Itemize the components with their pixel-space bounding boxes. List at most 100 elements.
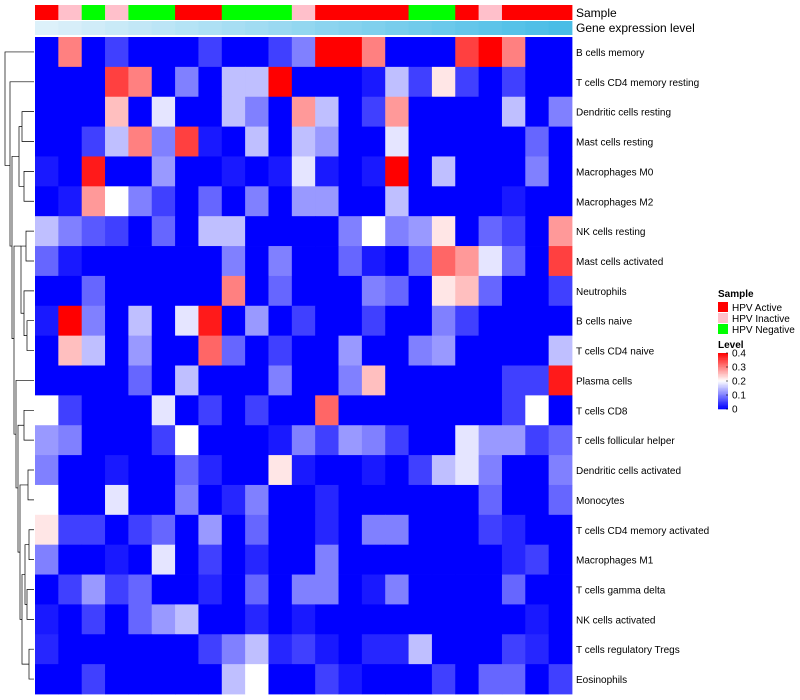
level-colorbar-step-20 (718, 379, 728, 382)
level-tick-label-4: 0.1 (732, 391, 746, 402)
heatmap-cell-b-cells-memory-22 (525, 37, 550, 68)
heatmap-cell-t-cells-cd8-23 (548, 395, 573, 426)
heatmap-cell-macrophages-m1-3 (81, 544, 106, 575)
heatmap-cell-macrophages-m0-20 (478, 156, 503, 187)
heatmap-cell-b-cells-naive-6 (151, 305, 176, 337)
heatmap-cell-t-cells-gamma-delta-10 (245, 574, 269, 605)
heatmap-cell-macrophages-m1-7 (175, 544, 199, 575)
heatmap-cell-t-cells-cd4-memory-activated-19 (455, 514, 480, 546)
heatmap-cell-dendritic-cells-activated-2 (58, 455, 83, 486)
heatmap-cell-t-cells-gamma-delta-8 (198, 574, 223, 605)
heatmap-cell-t-cells-cd8-16 (385, 395, 409, 426)
heatmap-cell-dendritic-cells-activated-4 (105, 455, 129, 486)
level-colorbar-step-3 (718, 355, 728, 358)
heatmap-cell-t-cells-cd8-15 (361, 395, 386, 426)
heatmap-cell-t-cells-cd4-memory-activated-15 (361, 514, 386, 546)
heatmap-cell-t-cells-follicular-helper-17 (408, 425, 433, 456)
heatmap-cell-t-cells-follicular-helper-16 (385, 425, 409, 456)
heatmap-cell-plasma-cells-19 (455, 365, 480, 396)
heatmap-cell-macrophages-m1-20 (478, 544, 503, 575)
heatmap-cell-nk-cells-activated-13 (315, 604, 339, 635)
heatmap-cell-t-cells-cd8-6 (151, 395, 176, 426)
heatmap-cell-plasma-cells-6 (151, 365, 176, 396)
heatmap-cell-nk-cells-activated-20 (478, 604, 503, 635)
heatmap-cell-mast-cells-activated-15 (361, 246, 386, 277)
row-label-t-cells-gamma-delta: T cells gamma delta (576, 585, 666, 596)
gene-expression-annotation-cell-2 (58, 21, 83, 35)
heatmap-cell-dendritic-cells-resting-6 (151, 96, 176, 127)
heatmap-cell-neutrophils-17 (408, 275, 433, 307)
heatmap-cells (35, 37, 573, 695)
sample-annotation-cell-13 (315, 5, 339, 20)
heatmap-cell-nk-cells-resting-6 (151, 216, 176, 247)
heatmap-cell-neutrophils-9 (221, 275, 246, 307)
heatmap-cell-dendritic-cells-activated-3 (81, 455, 106, 486)
row-label-nk-cells-activated: NK cells activated (576, 615, 655, 626)
heatmap-cell-dendritic-cells-activated-1 (35, 455, 59, 486)
dendrogram-branch-12 (23, 290, 34, 336)
heatmap-cell-macrophages-m1-2 (58, 544, 83, 575)
heatmap-cell-eosinophils-11 (268, 664, 293, 695)
heatmap-cell-monocytes-13 (315, 484, 339, 516)
level-colorbar-step-9 (718, 364, 728, 366)
heatmap-cell-nk-cells-resting-23 (548, 216, 573, 247)
heatmap-cell-dendritic-cells-resting-11 (268, 96, 293, 127)
heatmap-cell-macrophages-m2-19 (455, 186, 480, 217)
sample-annotation-cell-15 (361, 5, 386, 20)
level-colorbar-step-38 (718, 404, 728, 407)
sample-annotation-cell-14 (338, 5, 363, 20)
heatmap-cell-mast-cells-activated-17 (408, 246, 433, 277)
heatmap-cell-eosinophils-23 (548, 664, 573, 695)
heatmap-cell-eosinophils-3 (81, 664, 106, 695)
heatmap-cell-t-cells-follicular-helper-13 (315, 425, 339, 456)
heatmap-cell-dendritic-cells-activated-16 (385, 455, 409, 486)
heatmap-cell-mast-cells-activated-14 (338, 246, 363, 277)
level-colorbar-step-23 (718, 383, 728, 386)
heatmap-cell-mast-cells-resting-3 (81, 126, 106, 157)
heatmap-cell-t-cells-cd8-7 (175, 395, 199, 426)
level-tick-label-5: 0 (732, 405, 738, 416)
heatmap-cell-t-cells-cd4-memory-resting-8 (198, 66, 223, 98)
heatmap-cell-dendritic-cells-resting-16 (385, 96, 409, 127)
heatmap-cell-nk-cells-resting-15 (361, 216, 386, 247)
heatmap-cell-t-cells-cd4-naive-23 (548, 335, 573, 366)
heatmap-cell-macrophages-m0-13 (315, 156, 339, 187)
heatmap-cell-eosinophils-9 (221, 664, 246, 695)
heatmap-cell-neutrophils-12 (291, 275, 316, 307)
heatmap-cell-neutrophils-1 (35, 275, 59, 307)
heatmap-cell-t-cells-regulatory-tregs-20 (478, 634, 503, 665)
heatmap-cell-b-cells-naive-8 (198, 305, 223, 337)
heatmap-cell-mast-cells-activated-6 (151, 246, 176, 277)
heatmap-cell-neutrophils-4 (105, 275, 129, 307)
heatmap-cell-t-cells-follicular-helper-18 (431, 425, 456, 456)
heatmap-cell-t-cells-cd4-naive-2 (58, 335, 83, 366)
heatmap-cell-b-cells-memory-23 (548, 37, 573, 68)
heatmap-cell-macrophages-m2-12 (291, 186, 316, 217)
heatmap-cell-dendritic-cells-resting-21 (501, 96, 526, 127)
heatmap-cell-eosinophils-4 (105, 664, 129, 695)
heatmap-cell-eosinophils-20 (478, 664, 503, 695)
heatmap-cell-monocytes-14 (338, 484, 363, 516)
heatmap-cell-mast-cells-resting-18 (431, 126, 456, 157)
heatmap-cell-macrophages-m1-19 (455, 544, 480, 575)
heatmap-cell-mast-cells-resting-6 (151, 126, 176, 157)
heatmap-cell-b-cells-memory-10 (245, 37, 269, 68)
heatmap-cell-mast-cells-resting-5 (128, 126, 153, 157)
heatmap-cell-mast-cells-resting-10 (245, 126, 269, 157)
heatmap-cell-t-cells-cd4-naive-3 (81, 335, 106, 366)
sample-annotation-cell-18 (431, 5, 456, 20)
heatmap-cell-macrophages-m0-7 (175, 156, 199, 187)
sample-annotation-cell-3 (81, 5, 106, 20)
heatmap-cell-t-cells-cd4-memory-resting-1 (35, 66, 59, 98)
heatmap-cell-nk-cells-resting-19 (455, 216, 480, 247)
heatmap-cell-dendritic-cells-activated-13 (315, 455, 339, 486)
heatmap-cell-macrophages-m1-9 (221, 544, 246, 575)
heatmap-cell-plasma-cells-8 (198, 365, 223, 396)
heatmap-cell-t-cells-regulatory-tregs-1 (35, 634, 59, 665)
heatmap-cell-b-cells-naive-20 (478, 305, 503, 337)
heatmap-cell-monocytes-9 (221, 484, 246, 516)
row-label-t-cells-cd4-naive: T cells CD4 naive (576, 347, 655, 358)
heatmap-cell-neutrophils-16 (385, 275, 409, 307)
heatmap-cell-macrophages-m0-10 (245, 156, 269, 187)
